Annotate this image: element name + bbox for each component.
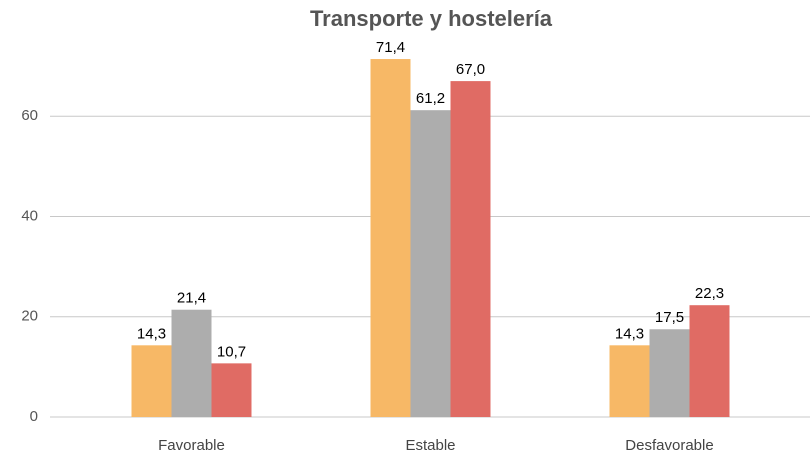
- bar: [450, 81, 491, 418]
- value-label: 67,0: [456, 61, 485, 78]
- bar: [609, 345, 650, 417]
- y-tick-label: 40: [21, 207, 38, 224]
- bar: [649, 329, 690, 417]
- value-label: 10,7: [217, 343, 246, 360]
- value-label: 14,3: [137, 325, 166, 342]
- bar: [370, 59, 411, 417]
- bar: [410, 110, 451, 418]
- value-label: 22,3: [695, 285, 724, 302]
- value-label: 14,3: [615, 325, 644, 342]
- x-tick-label: Desfavorable: [625, 437, 713, 454]
- bar: [689, 305, 730, 417]
- x-tick-label: Favorable: [158, 437, 225, 454]
- value-label: 61,2: [416, 90, 445, 107]
- bar: [131, 345, 172, 417]
- value-label: 71,4: [376, 39, 405, 56]
- y-tick-label: 20: [21, 308, 38, 325]
- value-label: 21,4: [177, 290, 206, 307]
- bar: [211, 363, 252, 417]
- y-tick-label: 60: [21, 107, 38, 124]
- bar: [171, 309, 212, 417]
- y-tick-label: 0: [30, 408, 38, 425]
- value-label: 17,5: [655, 309, 684, 326]
- x-tick-label: Estable: [405, 437, 455, 454]
- chart-title: Transporte y hostelería: [310, 6, 553, 31]
